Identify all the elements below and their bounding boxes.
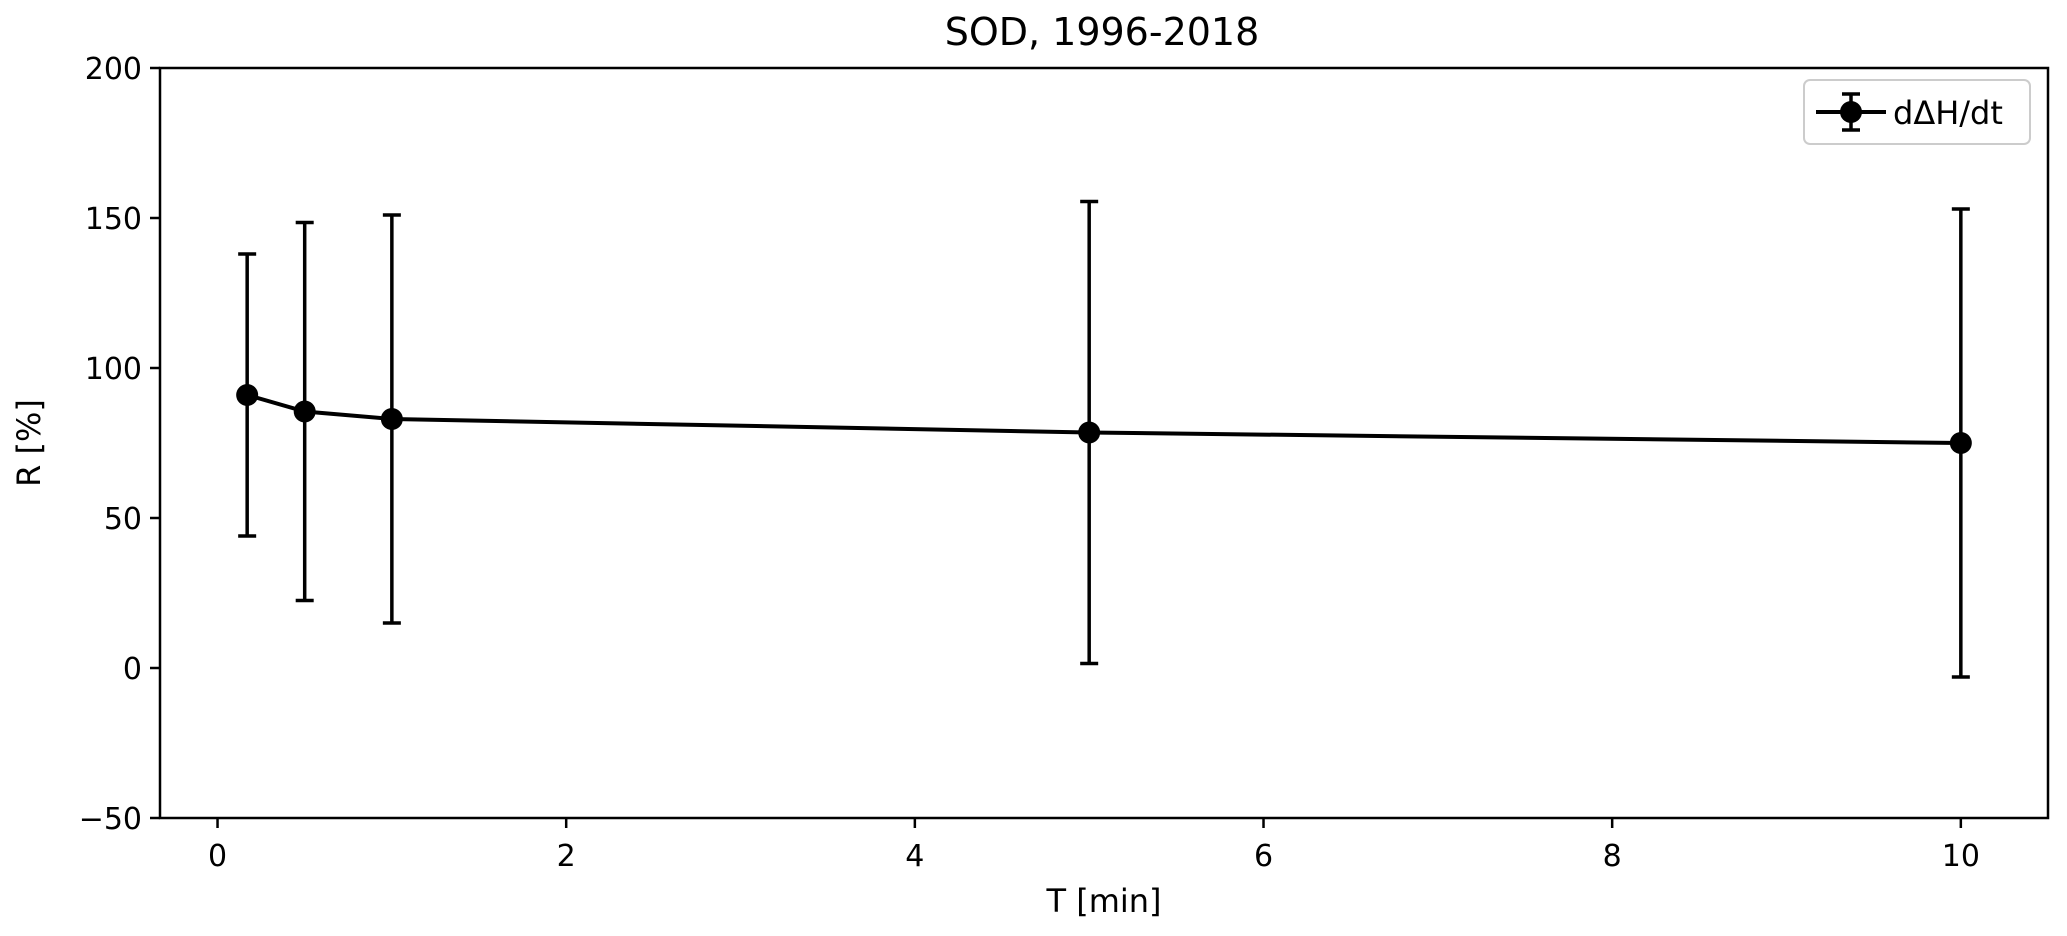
x-tick-label: 4 [905,839,924,874]
legend: dΔH/dt [1803,79,2031,145]
x-tick-label: 2 [557,839,576,874]
data-point [236,384,259,406]
data-point [293,400,316,423]
series-layer [236,199,1972,679]
y-tick-label: −50 [79,802,142,837]
ticks: 0 2 4 6 8 10 −50 0 50 100 150 200 [79,52,1980,874]
y-axis-label: R [%] [10,399,48,487]
legend-box [1803,79,2031,145]
data-point [380,408,403,430]
y-tick-label: 100 [85,352,142,387]
data-point [1078,421,1101,444]
x-tick-label: 6 [1254,839,1273,874]
y-tick-label: 150 [85,202,142,237]
y-tick-label: 0 [123,652,142,687]
legend-label: dΔH/dt [1893,94,2003,132]
chart-title: SOD, 1996-2018 [945,10,1260,54]
plot-frame [158,66,2050,820]
y-tick-label: 50 [104,502,142,537]
y-tick-label: 200 [85,52,142,87]
x-tick-label: 8 [1603,839,1622,874]
data-point [1949,432,1972,454]
x-tick-label: 10 [1942,839,1980,874]
legend-point-marker [1840,101,1862,123]
x-axis-label: T [min] [1045,882,1161,920]
x-tick-label: 0 [208,839,227,874]
